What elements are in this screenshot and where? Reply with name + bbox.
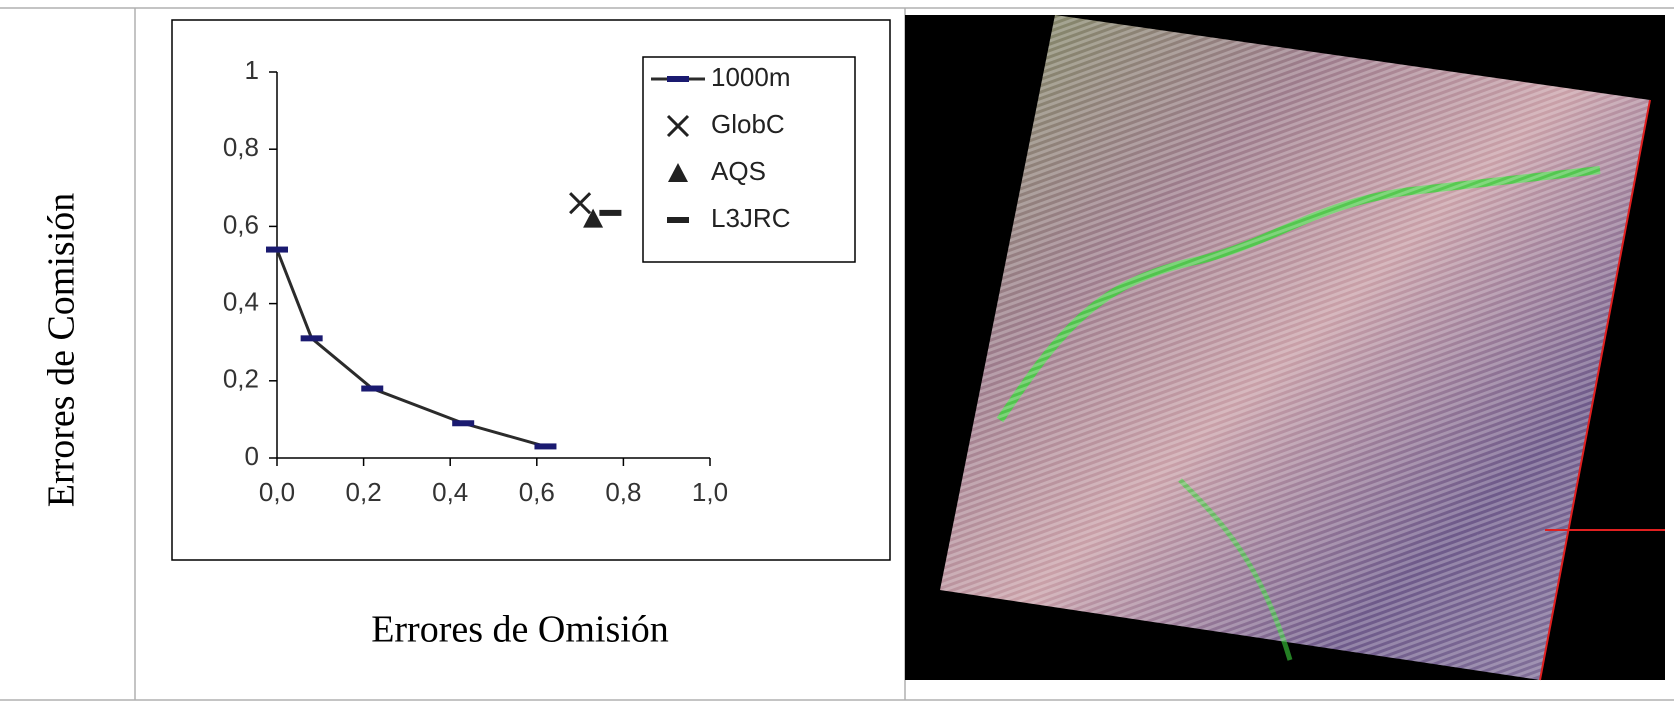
marker: [583, 208, 604, 228]
legend-label: L3JRC: [711, 203, 790, 233]
x-tick-label: 1,0: [692, 477, 728, 507]
x-tick-label: 0,6: [519, 477, 555, 507]
marker: [569, 192, 592, 215]
y-tick-label: 0,8: [223, 132, 259, 162]
series-line: [275, 249, 546, 448]
marker: [361, 385, 384, 392]
x-tick-label: 0,0: [259, 477, 295, 507]
legend-marker: [668, 163, 688, 182]
y-tick-label: 0,4: [223, 286, 259, 316]
x-axis-title: Errores de Omisión: [371, 609, 669, 651]
x-tick-label: 0,2: [346, 477, 382, 507]
marker: [534, 443, 557, 450]
legend-marker: [666, 114, 690, 138]
y-tick-label: 0: [245, 441, 259, 471]
y-tick-label: 0,2: [223, 364, 259, 394]
legend-marker: [667, 76, 689, 82]
y-tick-label: 1: [245, 55, 259, 85]
chart-box: [171, 19, 891, 561]
legend-label: AQS: [711, 156, 766, 186]
x-tick-label: 0,4: [432, 477, 468, 507]
y-tick-label: 0,6: [223, 209, 259, 239]
legend-label: 1000m: [711, 62, 791, 92]
legend-marker: [667, 217, 689, 223]
satellite-image: [905, 15, 1665, 681]
legend-box: [642, 56, 856, 263]
plot: 0 0,2 0,4 0,6 0,8 1 0,0 0,2 0,4 0,6 0,8 1,0 1000m Glo…: [223, 55, 856, 507]
marker: [300, 335, 323, 342]
marker: [266, 246, 288, 253]
marker: [452, 420, 475, 427]
x-tick-label: 0,8: [605, 477, 641, 507]
y-axis-title: Errores de Comisión: [41, 193, 83, 508]
legend-label: GlobC: [711, 109, 785, 139]
marker: [599, 209, 622, 216]
